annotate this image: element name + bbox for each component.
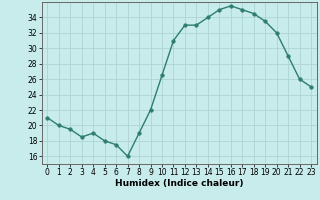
X-axis label: Humidex (Indice chaleur): Humidex (Indice chaleur) — [115, 179, 244, 188]
